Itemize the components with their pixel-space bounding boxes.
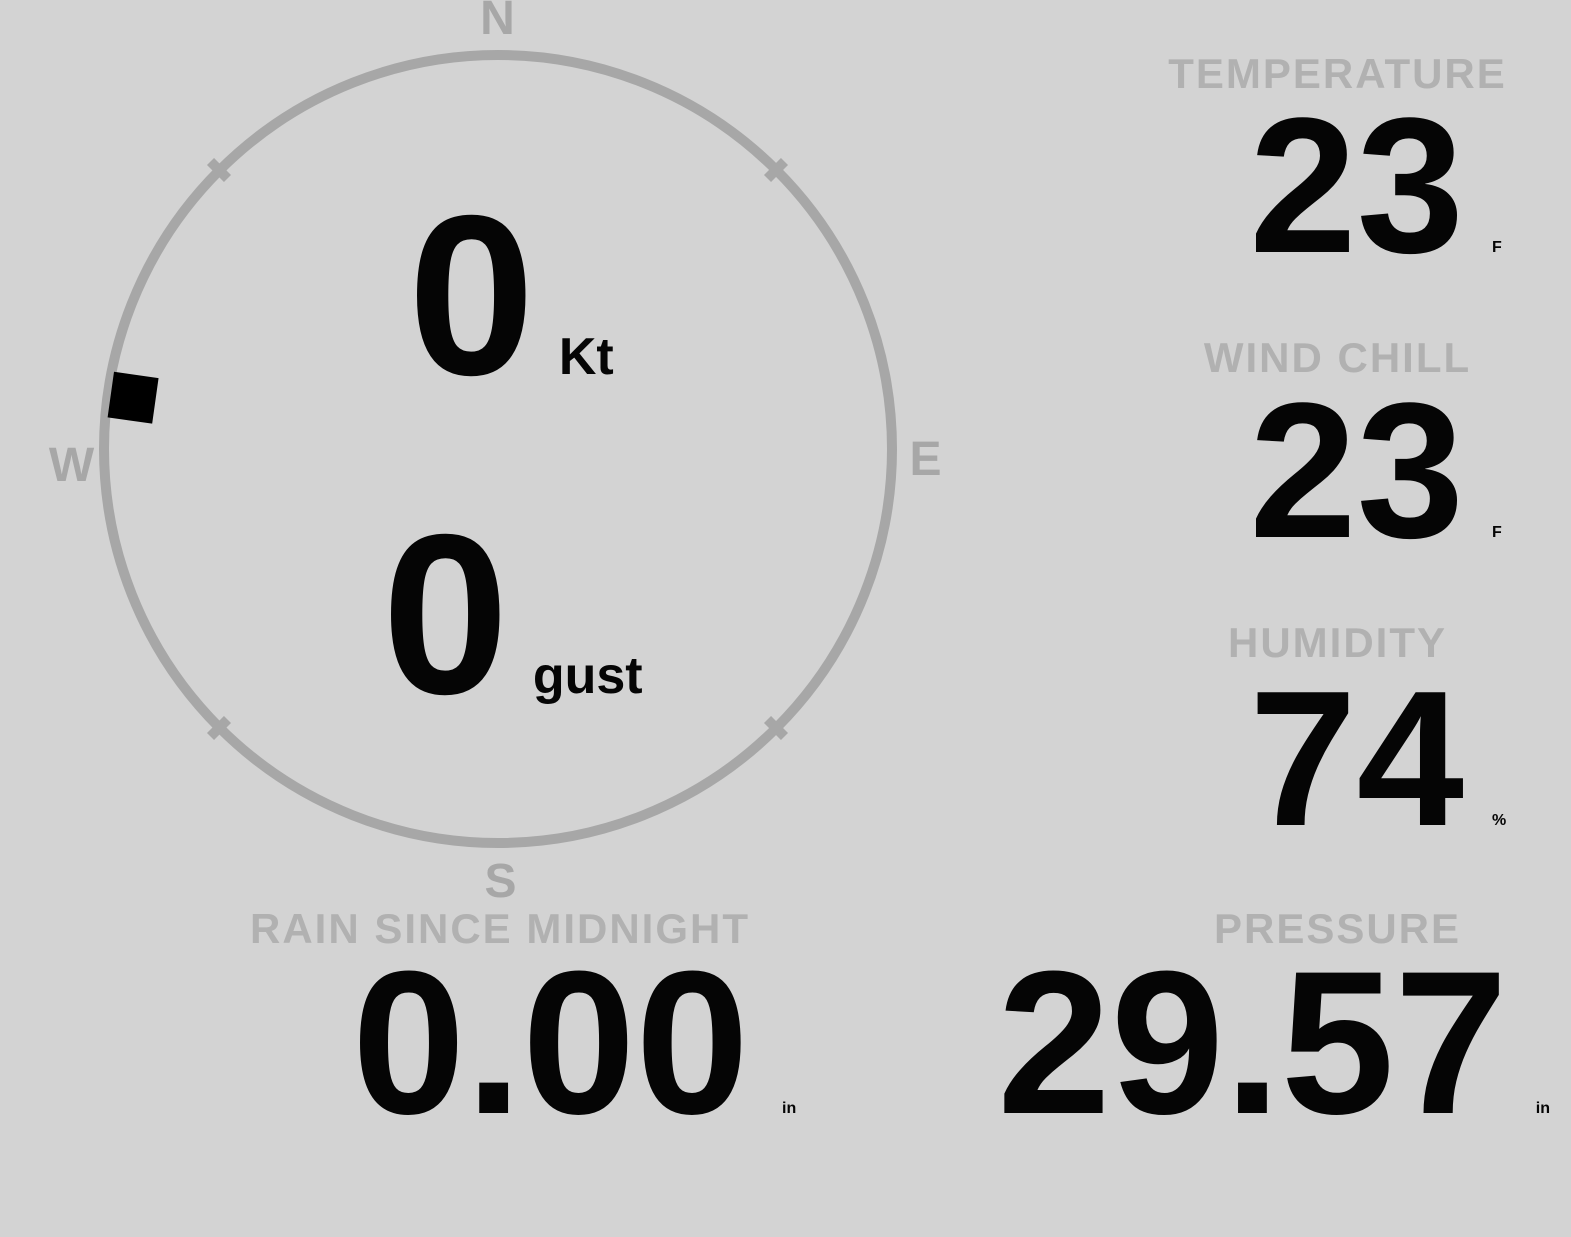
wind-speed: 0 Kt [408, 182, 614, 410]
wind-chill-value-row: 23 F [1125, 374, 1550, 567]
compass-label-south: S [484, 855, 518, 908]
humidity-label: HUMIDITY [1228, 619, 1447, 666]
compass-label-east: E [909, 433, 943, 486]
wind-gust: 0 gust [382, 501, 643, 729]
compass-label-west: W [48, 439, 96, 492]
wind-gust-value: 0 [382, 488, 509, 742]
humidity-value: 74 [1249, 650, 1464, 866]
wind-chill-value: 23 [1249, 362, 1464, 578]
temperature-label: TEMPERATURE [1168, 50, 1507, 97]
temperature-unit: F [1492, 239, 1502, 256]
wind-chill-unit: F [1492, 524, 1502, 541]
pressure-value-row: 29.57 in [997, 941, 1550, 1145]
wind-speed-value: 0 [408, 169, 535, 423]
wind-direction-marker [107, 371, 159, 424]
compass-label-north: N [480, 0, 516, 45]
pressure-unit: in [1535, 1100, 1550, 1117]
wind-gust-unit: gust [532, 647, 643, 705]
humidity-unit: % [1492, 812, 1507, 829]
humidity-value-row: 74 % [1125, 662, 1550, 855]
temperature-value: 23 [1249, 77, 1464, 293]
wind-chill-label: WIND CHILL [1203, 334, 1472, 381]
pressure-label: PRESSURE [1213, 905, 1462, 952]
rain-since-midnight-value-row: 0.00 in [180, 941, 820, 1145]
rain-since-midnight-value: 0.00 [351, 929, 749, 1157]
pressure-value: 29.57 [997, 929, 1508, 1157]
wind-compass-ring [99, 50, 897, 848]
rain-since-midnight-unit: in [782, 1100, 797, 1117]
rain-since-midnight-label: RAIN SINCE MIDNIGHT [250, 905, 750, 952]
temperature-value-row: 23 F [1125, 89, 1550, 282]
wind-speed-unit: Kt [558, 328, 614, 386]
